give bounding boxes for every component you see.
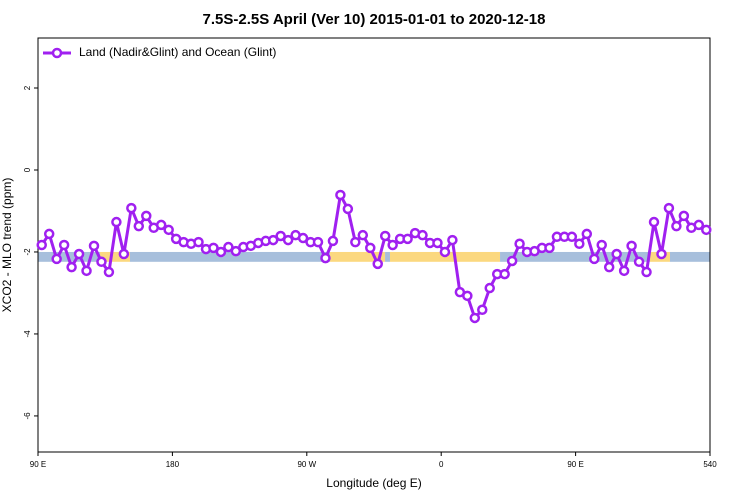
point bbox=[155, 219, 167, 231]
point bbox=[365, 242, 376, 254]
point bbox=[589, 253, 600, 265]
point bbox=[230, 245, 242, 257]
point bbox=[648, 216, 660, 228]
point bbox=[350, 236, 361, 248]
point bbox=[432, 237, 443, 249]
point bbox=[656, 248, 667, 260]
x-tick-label: 90 W bbox=[297, 460, 316, 469]
point bbox=[66, 261, 77, 273]
point bbox=[88, 240, 100, 252]
point bbox=[126, 202, 137, 214]
point bbox=[506, 255, 518, 267]
x-tick-label: 90 E bbox=[567, 460, 583, 469]
point bbox=[514, 238, 525, 250]
point bbox=[439, 246, 451, 258]
band bbox=[99, 251, 130, 262]
y-tick-label: -4 bbox=[23, 330, 32, 338]
point bbox=[641, 266, 652, 278]
point bbox=[618, 265, 630, 277]
y-tick-label: -6 bbox=[23, 412, 32, 420]
y-axis-label: XCO2 - MLO trend (ppm) bbox=[0, 178, 14, 313]
band bbox=[500, 251, 650, 262]
point bbox=[663, 202, 675, 214]
y-tick-label: 2 bbox=[23, 85, 32, 90]
band bbox=[385, 251, 390, 262]
point bbox=[51, 253, 62, 265]
point bbox=[58, 239, 70, 251]
point bbox=[163, 224, 174, 236]
point bbox=[626, 240, 637, 252]
x-axis-label: Longitude (deg E) bbox=[326, 476, 421, 490]
point bbox=[387, 239, 398, 251]
point bbox=[141, 210, 152, 222]
legend-marker bbox=[51, 47, 63, 59]
point bbox=[208, 242, 219, 254]
point bbox=[701, 224, 712, 236]
x-tick-label: 0 bbox=[439, 460, 444, 469]
point bbox=[447, 234, 458, 246]
point bbox=[282, 234, 294, 246]
point bbox=[73, 248, 85, 260]
point bbox=[193, 236, 204, 248]
x-tick-label: 180 bbox=[166, 460, 180, 469]
legend-label: Land (Nadir&Glint) and Ocean (Glint) bbox=[79, 45, 276, 59]
point bbox=[103, 266, 115, 278]
point bbox=[596, 239, 607, 251]
point bbox=[477, 304, 488, 316]
point bbox=[118, 248, 130, 260]
point bbox=[275, 230, 286, 242]
point bbox=[462, 290, 473, 302]
point bbox=[335, 189, 346, 201]
point bbox=[342, 203, 354, 215]
point bbox=[297, 232, 309, 244]
point bbox=[357, 229, 369, 241]
point bbox=[111, 216, 122, 228]
point bbox=[379, 230, 391, 242]
point bbox=[603, 261, 615, 273]
point bbox=[320, 252, 331, 264]
point bbox=[133, 220, 145, 232]
point bbox=[267, 234, 279, 246]
point bbox=[671, 220, 682, 232]
point bbox=[43, 228, 55, 240]
x-tick-label: 540 bbox=[703, 460, 717, 469]
band bbox=[669, 251, 710, 262]
point bbox=[402, 233, 413, 245]
band bbox=[129, 251, 330, 262]
chart-title: 7.5S-2.5S April (Ver 10) 2015-01-01 to 2… bbox=[203, 11, 546, 28]
y-tick-label: 0 bbox=[23, 167, 32, 172]
point bbox=[484, 282, 495, 294]
x-tick-label: 90 E bbox=[30, 460, 46, 469]
point bbox=[693, 219, 705, 231]
point bbox=[223, 241, 234, 253]
point bbox=[499, 268, 510, 280]
point bbox=[544, 242, 555, 254]
band bbox=[329, 251, 386, 262]
point bbox=[581, 228, 593, 240]
y-tick-label: -2 bbox=[23, 248, 32, 256]
point bbox=[81, 265, 92, 277]
point bbox=[36, 239, 47, 251]
point bbox=[215, 246, 227, 258]
point bbox=[566, 231, 578, 243]
point bbox=[574, 238, 585, 250]
point bbox=[678, 210, 690, 222]
point bbox=[327, 235, 339, 247]
point bbox=[96, 256, 107, 268]
point bbox=[611, 248, 622, 260]
point bbox=[372, 258, 383, 270]
point bbox=[417, 229, 428, 241]
point bbox=[312, 236, 324, 248]
point bbox=[633, 256, 645, 268]
point bbox=[469, 312, 481, 324]
